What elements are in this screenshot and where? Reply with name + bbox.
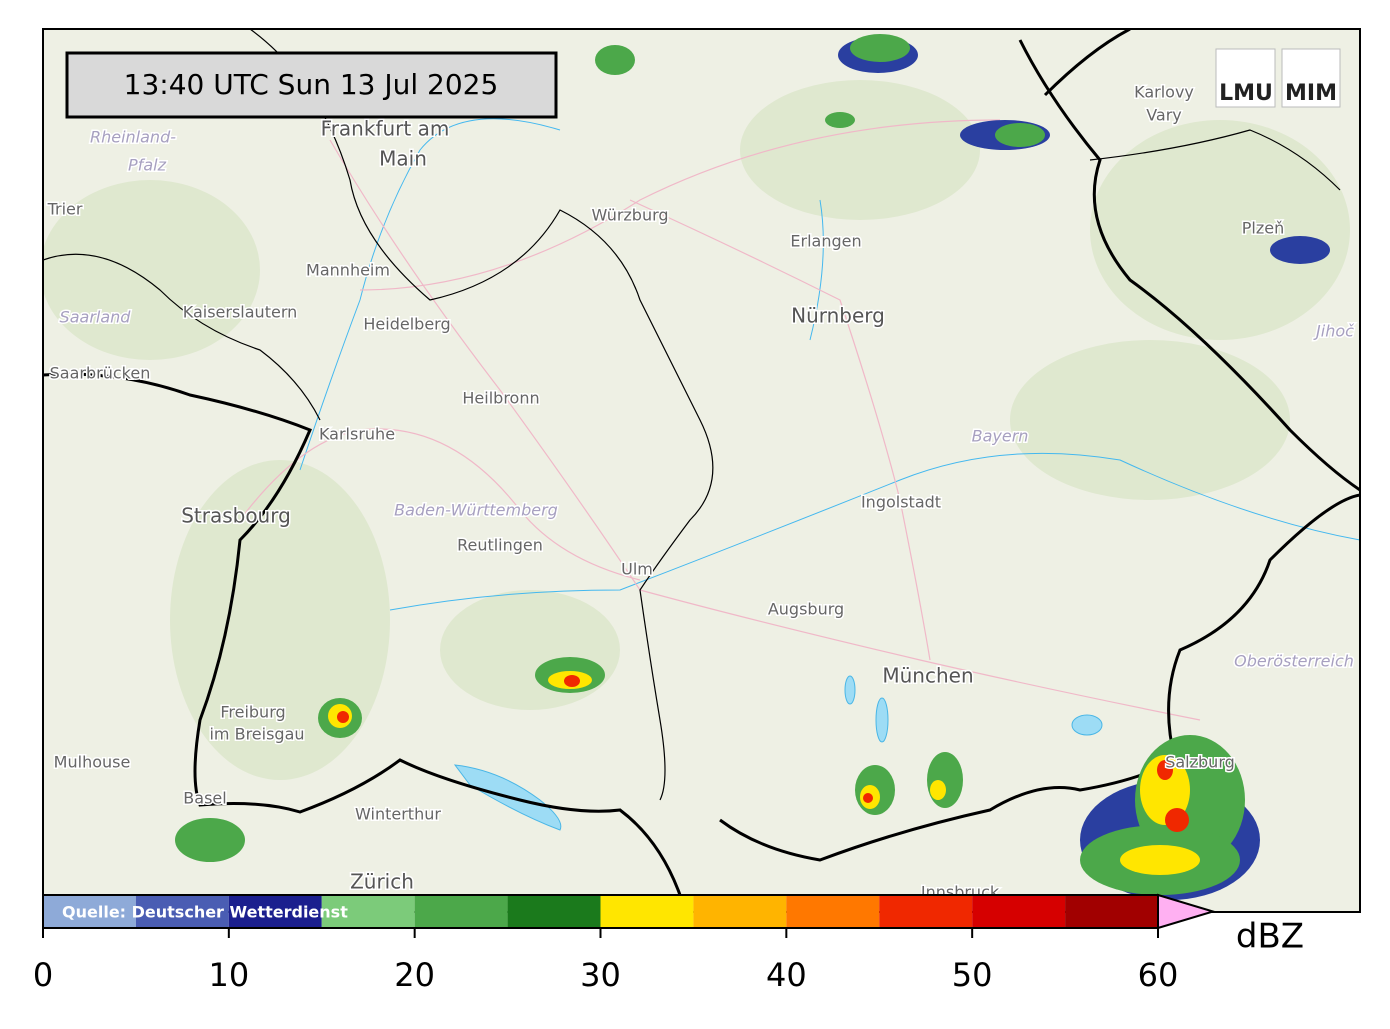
colorbar-tick-label: 0 <box>33 956 53 994</box>
colorbar-tick-label: 60 <box>1138 956 1179 994</box>
place-label: Jihoč <box>1313 322 1355 341</box>
place-label: Strasbourg <box>181 504 291 528</box>
place-label: Ingolstadt <box>861 493 941 512</box>
state-borders <box>43 29 1341 801</box>
place-label: Main <box>379 147 427 171</box>
place-label: Vary <box>1146 106 1182 125</box>
place-label: Trier <box>47 200 83 219</box>
colorbar-tick-label: 20 <box>394 956 435 994</box>
colorbar-tick-label: 30 <box>580 956 621 994</box>
place-label: im Breisgau <box>209 725 304 744</box>
colorbar-segment <box>43 895 136 928</box>
place-label: Mannheim <box>306 261 390 280</box>
colorbar-segment <box>600 895 694 928</box>
rivers <box>299 118 1360 611</box>
place-label: Kaiserslautern <box>183 303 298 322</box>
colorbar-unit: dBZ <box>1236 917 1304 957</box>
colorbar-segment <box>1065 895 1158 928</box>
colorbar-segment <box>972 895 1066 928</box>
place-label: Plzeň <box>1242 219 1284 238</box>
place-label: Pfalz <box>128 156 167 175</box>
place-label: Oberösterreich <box>1234 652 1354 671</box>
colorbar-segment <box>507 895 601 928</box>
place-label: Rheinland- <box>90 128 176 147</box>
logo-lmu: LMU <box>1219 81 1273 106</box>
place-label: Heilbronn <box>462 389 539 408</box>
timestamp: 13:40 UTC Sun 13 Jul 2025 <box>124 68 499 101</box>
place-label: Frankfurt am <box>321 117 450 141</box>
place-label: München <box>882 664 973 688</box>
place-label: Augsburg <box>768 600 844 619</box>
colorbar-segment <box>321 895 415 928</box>
place-label: Zürich <box>350 870 414 894</box>
place-label: Baden-Württemberg <box>394 501 558 520</box>
colorbar-segment <box>786 895 880 928</box>
place-label: Saarbrücken <box>50 364 151 383</box>
place-label: Basel <box>183 789 226 808</box>
place-label: Salzburg <box>1165 753 1235 772</box>
place-label: Reutlingen <box>457 536 543 555</box>
place-label: Heidelberg <box>363 315 450 334</box>
place-labels: Frankfurt am Main Rheinland- Pfalz Trier Würz… <box>45 81 1357 903</box>
colorbar-segment <box>414 895 508 928</box>
colorbar-tick-label: 50 <box>952 956 993 994</box>
colorbar-tick-label: 10 <box>208 956 249 994</box>
place-label: Karlovy <box>1134 83 1194 102</box>
place-label: Mulhouse <box>54 753 131 772</box>
place-label: Winterthur <box>355 805 441 824</box>
place-label: Würzburg <box>591 206 668 225</box>
colorbar-segment <box>135 895 229 928</box>
logo-box <box>1281 48 1341 108</box>
place-label: Freiburg <box>220 703 285 722</box>
colorbar-source: Quelle: Deutscher Wetterdienst <box>62 903 348 922</box>
place-label: Bayern <box>972 427 1029 446</box>
logo-mim: MIM <box>1285 81 1337 106</box>
colorbar-segment <box>879 895 973 928</box>
place-label: Saarland <box>60 308 132 327</box>
colorbar: Quelle: Deutscher Wetterdienst 0 10 20 30 40 5… <box>33 893 1304 994</box>
radar-echoes <box>175 34 1330 900</box>
place-label: Ulm <box>621 560 653 579</box>
place-label: Karlsruhe <box>319 425 395 444</box>
place-label: Nürnberg <box>791 304 885 328</box>
country-borders <box>43 29 1360 896</box>
timestamp-box <box>65 51 558 119</box>
place-label: Erlangen <box>790 232 861 251</box>
map-area: Frankfurt am Main Rheinland- Pfalz Trier Würz… <box>43 29 1360 912</box>
colorbar-segment <box>693 895 787 928</box>
logo-box <box>1215 48 1276 108</box>
colorbar-segment <box>228 895 322 928</box>
colorbar-tick-label: 40 <box>766 956 807 994</box>
